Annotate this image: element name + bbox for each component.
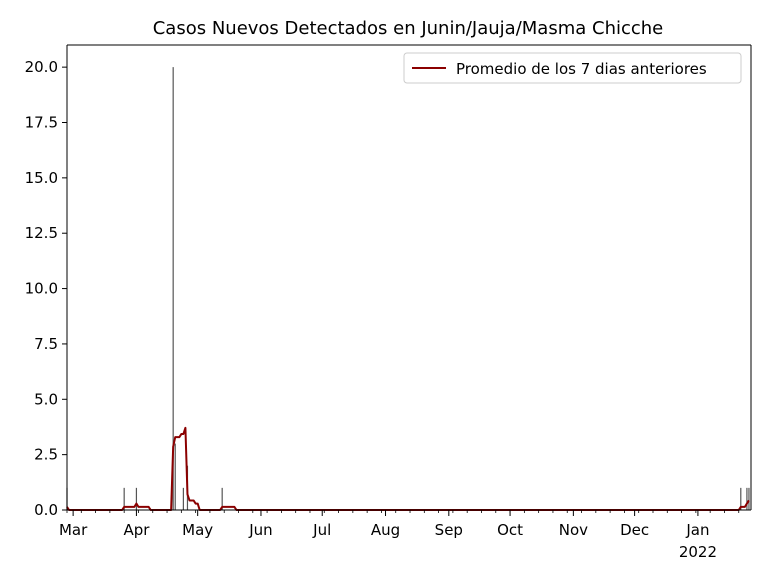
x-tick-label: Jun [248,521,272,539]
y-tick-label: 2.5 [34,446,58,464]
x-tick-label: Mar [59,521,88,539]
y-tick-label: 5.0 [34,390,58,408]
y-tick-label: 7.5 [34,335,58,353]
daily-cases-bars [66,67,750,510]
x-tick-label: Dec [620,521,649,539]
y-tick-label: 20.0 [25,58,58,76]
chart-title: Casos Nuevos Detectados en Junin/Jauja/M… [153,18,664,39]
y-tick-label: 10.0 [25,280,58,298]
y-tick-label: 0.0 [34,501,58,519]
y-tick-label: 17.5 [25,114,58,132]
x-tick-label: Apr [123,521,150,539]
x-tick-label: Aug [371,521,400,539]
x-tick-label: Jan [685,521,709,539]
legend: Promedio de los 7 dias anteriores [403,52,742,84]
y-tick-label: 15.0 [25,169,58,187]
average-line-layer [66,426,750,511]
axes: 0.0 2.5 5.0 7.5 10.0 12.5 15.0 17.5 20.0 Mar Apr Ma… [25,44,752,561]
average-series-line [66,426,750,511]
legend-frame [403,52,742,84]
x-tick-year-label: 2022 [679,543,717,561]
x-tick-label: Jul [312,521,331,539]
x-tick-label: Sep [435,521,463,539]
y-tick-label: 12.5 [25,224,58,242]
x-tick-label: Oct [497,521,523,539]
x-tick-label: Nov [559,521,588,539]
x-tick-label: May [182,521,213,539]
legend-label: Promedio de los 7 dias anteriores [456,60,707,78]
